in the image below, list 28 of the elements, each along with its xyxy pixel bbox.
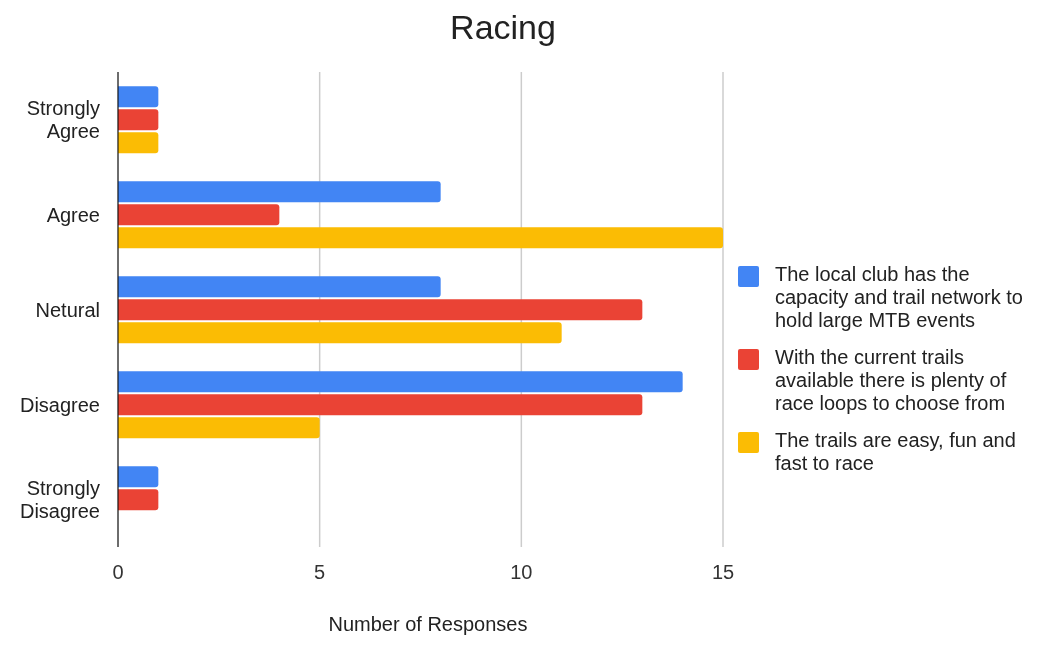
- bar: [118, 417, 320, 439]
- y-tick-label: Netural: [35, 298, 100, 321]
- x-tick-label: 0: [112, 561, 124, 584]
- bar: [118, 86, 159, 108]
- y-tick-label: Strongly Disagree: [19, 477, 100, 522]
- x-tick-label: 5: [314, 561, 326, 584]
- x-tick-label: 15: [711, 561, 735, 584]
- bar: [118, 204, 280, 226]
- bar: [118, 394, 643, 416]
- legend-label: The local club has the capacity and trail network to hold large MTB events: [775, 263, 1024, 332]
- chart-title: Racing: [449, 8, 557, 48]
- bar: [118, 181, 441, 203]
- legend-label: With the current trails available there is plenty of race loops to choose from: [775, 346, 1008, 415]
- bar: [118, 489, 159, 511]
- bar: [118, 371, 683, 393]
- x-axis-title: Number of Responses: [327, 613, 529, 636]
- bar: [118, 109, 159, 131]
- bar: [118, 227, 723, 249]
- bar: [118, 322, 562, 344]
- bar: [118, 132, 159, 154]
- x-tick-label: 10: [510, 561, 533, 584]
- bar: [118, 466, 159, 488]
- legend-label: The trails are easy, fun and fast to race: [775, 429, 1017, 475]
- y-tick-label: Strongly Agree: [26, 97, 100, 142]
- y-tick-label: Agree: [46, 203, 100, 226]
- bar: [118, 299, 643, 321]
- bar: [118, 276, 441, 298]
- y-tick-label: Disagree: [19, 393, 100, 416]
